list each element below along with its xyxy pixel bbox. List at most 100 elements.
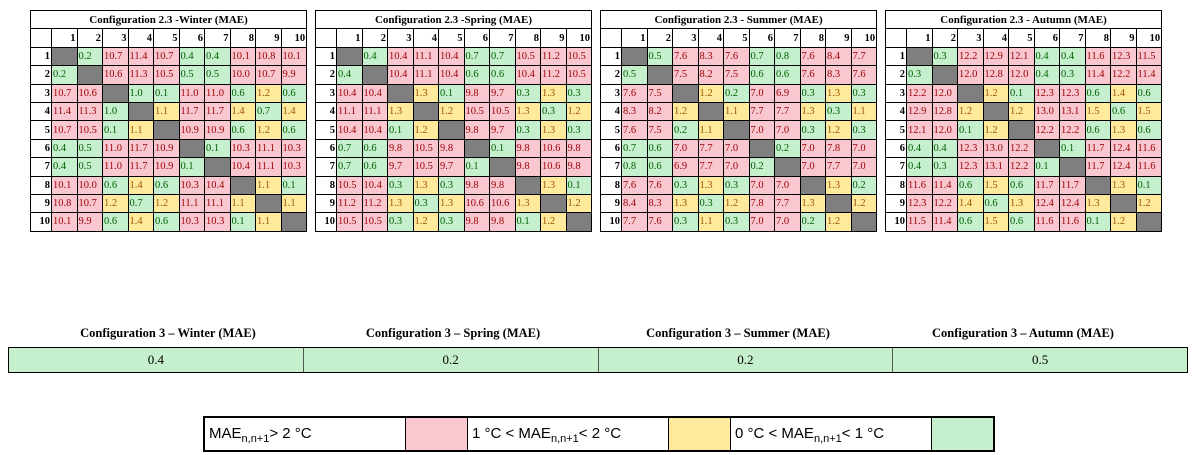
table-title: Configuration 2.3 - Autumn (MAE)	[884, 9, 1163, 30]
cell: 0.6	[1135, 83, 1163, 103]
diagonal-cell	[280, 212, 308, 232]
cell: 0.8	[621, 157, 648, 177]
row-header: 10	[600, 212, 622, 232]
cell: 8.3	[621, 101, 648, 122]
cell: 0.5	[204, 65, 231, 85]
cell: 10.6	[76, 83, 103, 103]
cell: 9.9	[76, 212, 103, 232]
cell: 1.2	[438, 101, 465, 122]
cell: 11.6	[1135, 138, 1163, 159]
cell: 10.4	[204, 175, 231, 195]
diagonal-cell	[646, 65, 673, 85]
cell: 9.7	[489, 120, 516, 140]
header-row: 1 2 3 4 5 6 7 8 9 10	[885, 28, 1163, 48]
cell: 7.6	[799, 46, 826, 67]
corner	[315, 28, 337, 48]
cell: 7.7	[774, 193, 801, 214]
row: 9 11.2 11.2 1.3 0.3 1.3 10.6 10.6 1.3 1.2	[315, 193, 593, 214]
cell: 9.8	[514, 138, 541, 159]
row: 5 12.1 12.0 0.1 1.2 12.2 12.2 0.6 1.3 0.6	[885, 120, 1163, 140]
row-header: 8	[600, 175, 622, 195]
legend-swatch	[406, 418, 468, 450]
cell: 9.7	[438, 157, 465, 177]
cell: 11.2	[336, 193, 363, 214]
cell: 10.6	[463, 193, 490, 214]
cell: 1.3	[825, 175, 852, 195]
cell: 7.8	[748, 193, 775, 214]
cell: 0.4	[1033, 65, 1060, 85]
cell: 9.9	[280, 65, 308, 85]
header-row: 1 2 3 4 5 6 7 8 9 10	[30, 28, 308, 48]
config3-title: Configuration 3 – Autumn (MAE)	[932, 326, 1114, 340]
cell: 1.2	[1008, 101, 1035, 122]
cell: 0.7	[489, 46, 516, 67]
config3-title: Configuration 3 – Winter (MAE)	[80, 326, 256, 340]
column-header: 9	[1110, 28, 1137, 48]
column-header: 4	[982, 28, 1009, 48]
column-header: 7	[489, 28, 516, 48]
column-header: 2	[76, 28, 103, 48]
cell: 0.6	[646, 138, 673, 159]
cell: 0.5	[76, 157, 103, 177]
cell: 7.6	[723, 46, 750, 67]
cell: 7.5	[723, 65, 750, 85]
cell: 10.6	[489, 193, 516, 214]
cell: 1.2	[850, 193, 878, 214]
legend-sub: n,n+1	[241, 433, 270, 445]
cell: 0.3	[387, 175, 414, 195]
column-header: 3	[957, 28, 984, 48]
cell: 0.3	[514, 83, 541, 103]
cell: 0.6	[748, 65, 775, 85]
cell: 7.0	[774, 175, 801, 195]
cell: 12.4	[1110, 157, 1137, 177]
cell: 0.2	[672, 120, 699, 140]
row: 8 10.1 10.0 0.6 1.4 0.6 10.3 10.4 1.1 0.1	[30, 175, 308, 195]
diagonal-cell	[621, 46, 648, 67]
cell: 7.7	[621, 212, 648, 232]
cell: 7.0	[723, 138, 750, 159]
cell: 0.3	[850, 120, 878, 140]
cell: 12.0	[957, 65, 984, 85]
row-header: 6	[885, 138, 907, 159]
row: 7 0.7 0.6 9.7 10.5 9.7 0.1 9.8 10.6 9.8	[315, 157, 593, 177]
column-header: 3	[387, 28, 414, 48]
cell: 9.8	[438, 138, 465, 159]
cell: 0.6	[1084, 83, 1111, 103]
cell: 1.3	[540, 175, 567, 195]
column-header: 8	[1084, 28, 1111, 48]
cell: 11.7	[204, 101, 231, 122]
diagonal-cell	[931, 65, 958, 85]
cell: 1.2	[723, 193, 750, 214]
row: 1 0.2 10.7 11.4 10.7 0.4 0.4 10.1 10.8 10.1	[30, 46, 308, 67]
cell: 0.1	[229, 212, 256, 232]
row-header: 7	[315, 157, 337, 177]
column-header: 1	[621, 28, 648, 48]
row: 5 10.4 10.4 0.1 1.2 9.8 9.7 0.3 1.3 0.3	[315, 120, 593, 140]
column-header: 1	[336, 28, 363, 48]
cell: 10.3	[178, 175, 205, 195]
legend-rest: < 2 °C	[578, 425, 622, 442]
row: 2 0.2 10.6 11.3 10.5 0.5 0.5 10.0 10.7 9.9	[30, 65, 308, 85]
row: 2 0.3 12.0 12.8 12.0 0.4 0.3 11.4 12.2 11.4	[885, 65, 1163, 85]
cell: 0.1	[463, 157, 490, 177]
cell: 10.9	[153, 157, 180, 177]
diagonal-cell	[982, 101, 1009, 122]
cell: 7.5	[646, 83, 673, 103]
cell: 7.7	[697, 138, 724, 159]
cell: 10.4	[514, 65, 541, 85]
row-header: 5	[315, 120, 337, 140]
cell: 11.6	[1059, 212, 1086, 232]
cell: 11.0	[178, 83, 205, 103]
diagonal-cell	[723, 120, 750, 140]
diagonal-cell	[51, 46, 78, 67]
row-header: 4	[315, 101, 337, 122]
row-header: 4	[600, 101, 622, 122]
cell: 12.0	[931, 120, 958, 140]
row: 3 10.7 10.6 1.0 0.1 11.0 11.0 0.6 1.2 0.6	[30, 83, 308, 103]
cell: 7.6	[621, 175, 648, 195]
cell: 10.5	[336, 212, 363, 232]
cell: 10.5	[153, 65, 180, 85]
cell: 1.3	[514, 101, 541, 122]
diagonal-cell	[748, 138, 775, 159]
cell: 1.3	[387, 193, 414, 214]
